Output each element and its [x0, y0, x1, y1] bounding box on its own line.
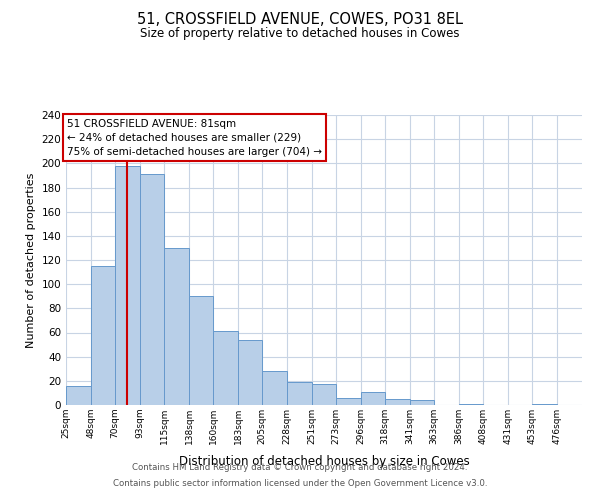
Bar	[262, 371, 287, 405]
Bar	[91, 266, 115, 405]
Bar	[459, 404, 483, 405]
Text: 51, CROSSFIELD AVENUE, COWES, PO31 8EL: 51, CROSSFIELD AVENUE, COWES, PO31 8EL	[137, 12, 463, 28]
Bar	[336, 398, 361, 405]
Text: Contains public sector information licensed under the Open Government Licence v3: Contains public sector information licen…	[113, 478, 487, 488]
Bar	[312, 384, 336, 405]
Bar	[361, 392, 385, 405]
Y-axis label: Number of detached properties: Number of detached properties	[26, 172, 36, 348]
Text: Size of property relative to detached houses in Cowes: Size of property relative to detached ho…	[140, 28, 460, 40]
Bar	[385, 399, 410, 405]
Bar	[164, 248, 189, 405]
Text: 51 CROSSFIELD AVENUE: 81sqm
← 24% of detached houses are smaller (229)
75% of se: 51 CROSSFIELD AVENUE: 81sqm ← 24% of det…	[67, 118, 322, 156]
Bar	[532, 404, 557, 405]
Bar	[189, 296, 213, 405]
Bar	[115, 166, 140, 405]
Bar	[213, 332, 238, 405]
Text: Contains HM Land Registry data © Crown copyright and database right 2024.: Contains HM Land Registry data © Crown c…	[132, 464, 468, 472]
Bar	[410, 400, 434, 405]
Bar	[238, 340, 262, 405]
Bar	[287, 382, 312, 405]
Bar	[66, 386, 91, 405]
X-axis label: Distribution of detached houses by size in Cowes: Distribution of detached houses by size …	[179, 456, 469, 468]
Bar	[140, 174, 164, 405]
